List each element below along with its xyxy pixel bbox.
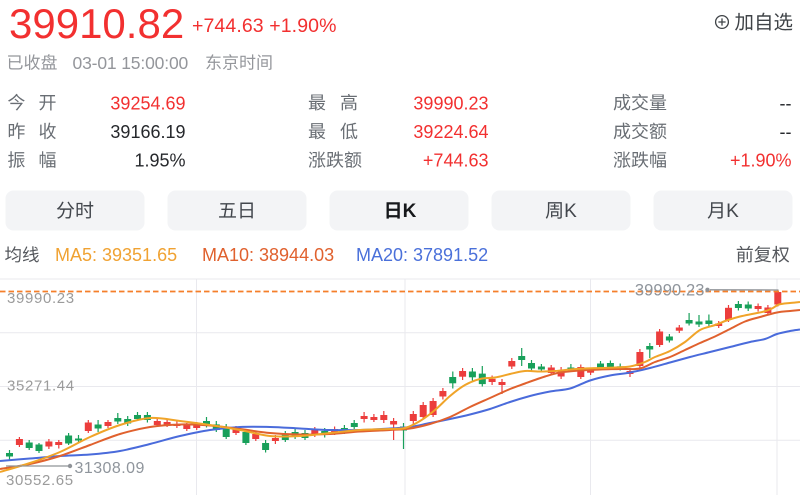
svg-text:MA10: 38944.03: MA10: 38944.03 bbox=[202, 245, 334, 265]
svg-text:+744.63 +1.90%: +744.63 +1.90% bbox=[192, 15, 337, 37]
svg-text:1.95%: 1.95% bbox=[134, 151, 185, 171]
svg-text:K: K bbox=[564, 201, 577, 222]
svg-text:--: -- bbox=[780, 93, 792, 113]
svg-text:39224.64: 39224.64 bbox=[413, 122, 488, 142]
svg-text:+744.63: +744.63 bbox=[423, 151, 489, 171]
svg-text:39254.69: 39254.69 bbox=[110, 93, 185, 113]
svg-text:K: K bbox=[726, 201, 739, 222]
svg-text:K: K bbox=[403, 201, 417, 222]
svg-text:39166.19: 39166.19 bbox=[110, 122, 185, 142]
svg-text:--: -- bbox=[780, 122, 792, 142]
svg-text:MA5: 39351.65: MA5: 39351.65 bbox=[55, 245, 177, 265]
svg-text:39990.23: 39990.23 bbox=[7, 290, 75, 307]
svg-text:03-01 15:00:00: 03-01 15:00:00 bbox=[73, 53, 189, 73]
svg-text:39990.23: 39990.23 bbox=[413, 93, 488, 113]
svg-text:39910.82: 39910.82 bbox=[9, 0, 184, 47]
svg-text:35271.44: 35271.44 bbox=[7, 377, 75, 394]
svg-text:31308.09: 31308.09 bbox=[75, 460, 145, 477]
svg-text:MA20: 37891.52: MA20: 37891.52 bbox=[356, 245, 488, 265]
svg-text:30552.65: 30552.65 bbox=[6, 472, 74, 489]
svg-text:+1.90%: +1.90% bbox=[730, 151, 792, 171]
svg-text:39990.23: 39990.23 bbox=[635, 282, 705, 300]
